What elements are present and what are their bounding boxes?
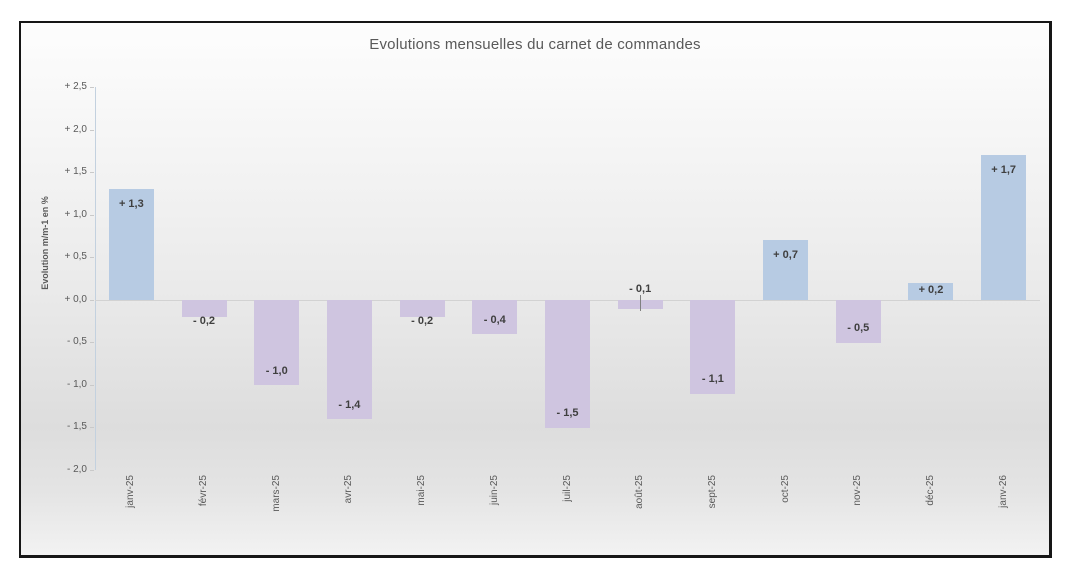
bar-janv-25: [108, 189, 154, 300]
bar-value-label: - 0,4: [483, 314, 506, 326]
y-tick-label: - 0,5: [66, 336, 87, 347]
chart-frame: Evolutions mensuelles du carnet de comma…: [19, 21, 1052, 558]
x-tick-label: juin-25: [488, 475, 500, 506]
y-tick-label: - 1,0: [66, 379, 87, 390]
y-tick-mark: [90, 215, 94, 216]
bar-avr-25: [326, 300, 372, 419]
x-tick-label: avr-25: [343, 475, 355, 504]
x-tick-label: mars-25: [270, 475, 282, 512]
x-tick-label: sept-25: [706, 475, 718, 509]
x-tick-label: mai-25: [416, 475, 428, 506]
bar-févr-25: [181, 300, 227, 317]
bar-juin-25: [472, 300, 518, 334]
bar-déc-25: [908, 283, 954, 300]
x-tick-label: janv-25: [125, 475, 137, 508]
y-tick-mark: [90, 385, 94, 386]
bar-mars-25: [254, 300, 300, 385]
y-tick-label: - 1,5: [66, 421, 87, 432]
bar-juil-25: [545, 300, 590, 428]
bar-janv-26: [981, 155, 1027, 300]
bar-value-label: + 0,7: [773, 249, 798, 261]
y-tick-label: + 1,0: [64, 209, 87, 220]
y-tick-label: + 2,5: [64, 81, 87, 92]
bar-nov-25: [835, 300, 881, 343]
chart-title: Evolutions mensuelles du carnet de comma…: [369, 36, 701, 53]
bar-value-label: - 1,5: [556, 407, 579, 419]
bar-value-label: - 1,4: [338, 399, 361, 411]
bar-value-label: - 0,5: [847, 322, 870, 334]
y-tick-mark: [90, 257, 94, 258]
y-tick-mark: [90, 130, 94, 131]
x-tick-label: juil-25: [561, 475, 573, 502]
x-tick-label: nov-25: [852, 475, 864, 506]
bar-value-label: - 0,2: [193, 315, 216, 327]
y-tick-label: + 0,5: [64, 251, 87, 262]
y-tick-mark: [90, 172, 94, 173]
bar-value-label: - 1,0: [265, 365, 288, 377]
y-tick-mark: [90, 87, 94, 88]
x-tick-label: oct-25: [779, 475, 791, 503]
bar-mai-25: [399, 300, 445, 317]
y-tick-label: + 1,5: [64, 166, 87, 177]
bar-value-label: - 0,2: [411, 315, 434, 327]
x-tick-label: août-25: [634, 475, 646, 509]
y-axis-line: [95, 87, 96, 470]
callout-leader-line: [640, 295, 641, 311]
bar-value-label: - 1,1: [701, 373, 724, 385]
y-tick-mark: [90, 427, 94, 428]
x-tick-label: févr-25: [198, 475, 210, 507]
bar-value-label: + 0,2: [918, 284, 944, 296]
x-tick-label: déc-25: [924, 475, 936, 506]
y-tick-label: + 2,0: [64, 124, 87, 135]
bar-value-label: + 1,3: [118, 198, 144, 210]
x-tick-label: janv-26: [997, 475, 1009, 508]
bar-value-label: - 0,1: [629, 283, 652, 295]
bar-sept-25: [690, 300, 736, 394]
y-tick-mark: [90, 300, 94, 301]
bar-value-label: + 1,7: [991, 164, 1017, 176]
y-tick-mark: [90, 342, 94, 343]
y-tick-mark: [90, 470, 94, 471]
bar-oct-25: [763, 240, 809, 300]
y-tick-label: - 2,0: [66, 464, 87, 475]
y-tick-label: + 0,0: [64, 294, 87, 305]
